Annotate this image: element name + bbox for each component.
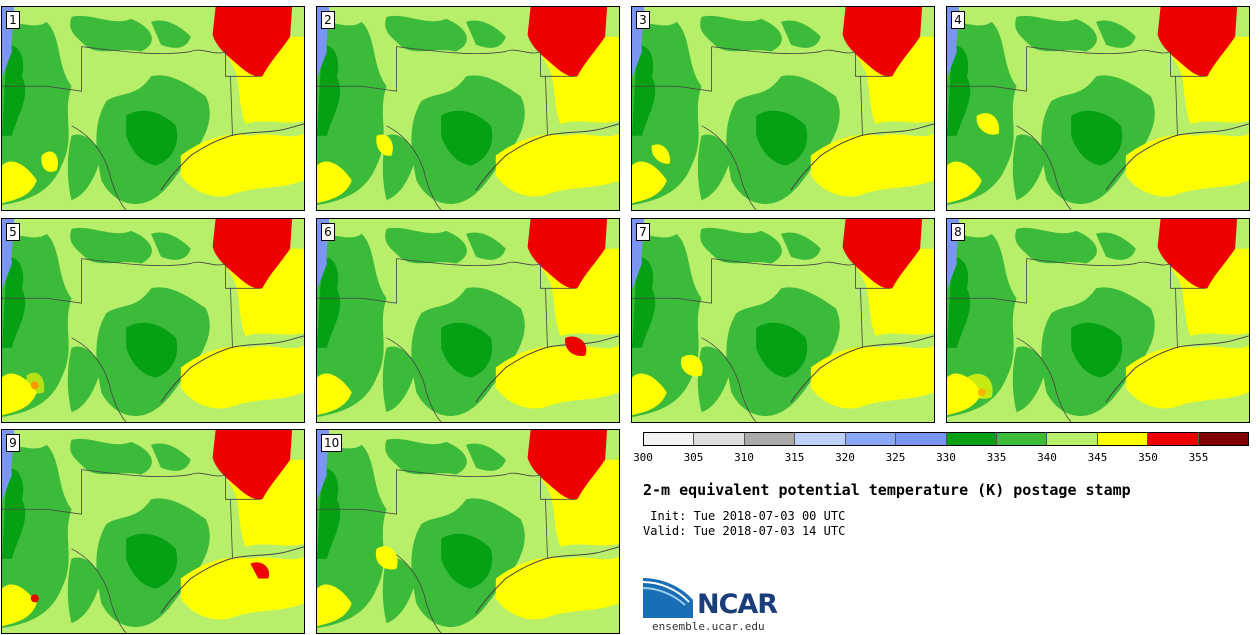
chart-title: 2-m equivalent potential temperature (K)…	[643, 481, 1131, 499]
panel-number: 5	[6, 223, 20, 241]
colorbar-swatch-5	[896, 433, 947, 445]
map-panel-2[interactable]: 2	[316, 6, 620, 211]
map-3-graphic	[632, 7, 934, 210]
colorbar-tick-label: 320	[835, 451, 855, 464]
panel-number: 6	[321, 223, 335, 241]
panel-number: 10	[321, 434, 343, 452]
map-9-graphic	[2, 430, 304, 633]
colorbar-swatch-10	[1148, 433, 1199, 445]
colorbar-tick-label: 325	[885, 451, 906, 464]
map-panel-4[interactable]: 4	[946, 6, 1250, 211]
map-panel-6[interactable]: 6	[316, 218, 620, 423]
colorbar-tick-label: 340	[1037, 451, 1057, 464]
colorbar-swatch-6	[946, 433, 997, 445]
colorbar-tick-label: 310	[734, 451, 754, 464]
colorbar-tick-label: 345	[1087, 451, 1108, 464]
colorbar-swatch-0	[644, 433, 695, 445]
map-panel-10[interactable]: 10	[316, 429, 620, 634]
ncar-logo-icon[interactable]	[643, 578, 793, 618]
colorbar-tick-label: 350	[1138, 451, 1158, 464]
map-panel-1[interactable]: 1	[1, 6, 305, 211]
logo-text: NCAR	[697, 589, 778, 620]
colorbar-swatch-7	[996, 433, 1048, 445]
colorbar-swatch-11	[1198, 433, 1249, 445]
panel-number: 8	[951, 223, 965, 241]
colorbar-tick-label: 330	[936, 451, 956, 464]
map-2-graphic	[317, 7, 619, 210]
map-5-graphic	[2, 219, 304, 422]
colorbar	[643, 432, 1249, 446]
panel-number: 7	[636, 223, 650, 241]
map-4-graphic	[947, 7, 1249, 210]
colorbar-swatch-4	[845, 433, 897, 445]
init-time-label: Init: Tue 2018-07-03 00 UTC	[643, 509, 846, 523]
logo-url[interactable]: ensemble.ucar.edu	[652, 620, 765, 633]
map-1-graphic	[2, 7, 304, 210]
colorbar-swatch-8	[1047, 433, 1098, 445]
map-panel-9[interactable]: 9	[1, 429, 305, 634]
map-panel-7[interactable]: 7	[631, 218, 935, 423]
panel-number: 4	[951, 11, 965, 29]
colorbar-tick-label: 305	[683, 451, 704, 464]
map-8-graphic	[947, 219, 1249, 422]
colorbar-tick-label: 335	[986, 451, 1007, 464]
panel-number: 3	[636, 11, 650, 29]
panel-number: 2	[321, 11, 335, 29]
valid-time-label: Valid: Tue 2018-07-03 14 UTC	[643, 524, 846, 538]
colorbar-swatch-2	[744, 433, 796, 445]
map-6-graphic	[317, 219, 619, 422]
colorbar-labels: 300 305 310 315 320 325 330 335 340 345 350 355	[633, 451, 1249, 465]
map-panel-3[interactable]: 3	[631, 6, 935, 211]
panel-number: 9	[6, 434, 20, 452]
colorbar-swatch-3	[795, 433, 846, 445]
colorbar-swatch-9	[1097, 433, 1149, 445]
map-panel-5[interactable]: 5	[1, 218, 305, 423]
colorbar-tick-label: 300	[633, 451, 653, 464]
colorbar-tick-label: 355	[1188, 451, 1209, 464]
colorbar-tick-label: 315	[784, 451, 805, 464]
panel-number: 1	[6, 11, 20, 29]
map-10-graphic	[317, 430, 619, 633]
map-panel-8[interactable]: 8	[946, 218, 1250, 423]
map-7-graphic	[632, 219, 934, 422]
colorbar-swatch-1	[694, 433, 745, 445]
